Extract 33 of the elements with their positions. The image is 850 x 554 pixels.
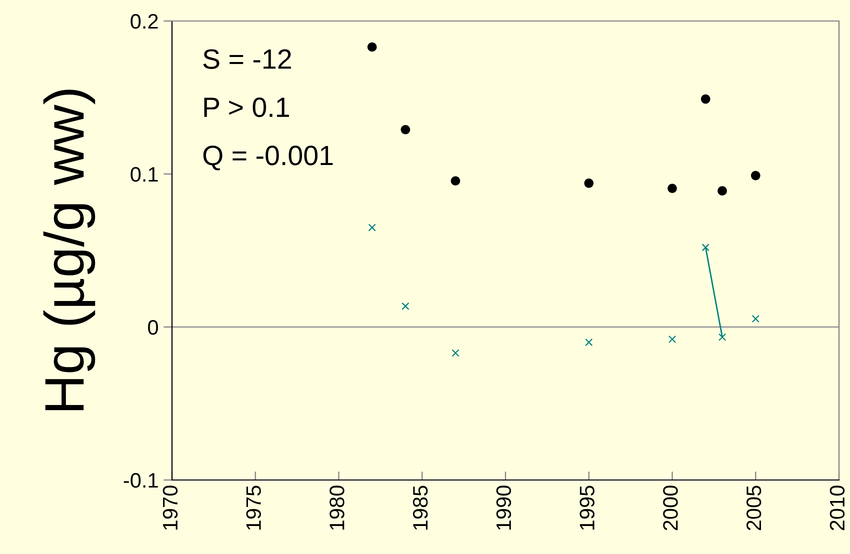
point: [402, 302, 410, 310]
point: [452, 349, 460, 357]
point: [668, 335, 676, 344]
point: [368, 224, 376, 232]
x-tick-label: 1970: [162, 486, 178, 530]
y-tick-label: 0: [148, 320, 158, 335]
y-axis-title: Hg (µg/g ww): [43, 90, 96, 410]
x-tick-label: 1975: [246, 486, 261, 530]
point: [367, 42, 377, 52]
point: [584, 178, 594, 188]
annotation: P > 0.1: [204, 97, 289, 118]
x-tick-label: 2010: [830, 486, 845, 530]
x-tick-label: 2005: [746, 486, 762, 530]
y-tick-label: 0.1: [130, 167, 158, 182]
point: [450, 176, 460, 186]
x-tick-label: 1985: [412, 486, 428, 530]
x-tick-label: 1990: [496, 486, 512, 530]
x-tick-label: 1980: [330, 486, 344, 530]
point: [750, 170, 760, 180]
point: [718, 186, 727, 196]
annotation: Q = -0.001: [203, 146, 333, 170]
x-tick-label: 1995: [580, 486, 594, 530]
x-tick-label: 2000: [663, 486, 678, 530]
annotation: S = -12: [203, 49, 291, 69]
point: [702, 244, 710, 252]
point: [752, 314, 760, 323]
point: [718, 333, 726, 341]
y-tick-label: -0.1: [124, 473, 158, 488]
point: [668, 184, 677, 194]
point: [400, 124, 410, 134]
point: [700, 94, 710, 104]
y-tick-label: 0.2: [130, 14, 158, 29]
point: [585, 338, 593, 346]
